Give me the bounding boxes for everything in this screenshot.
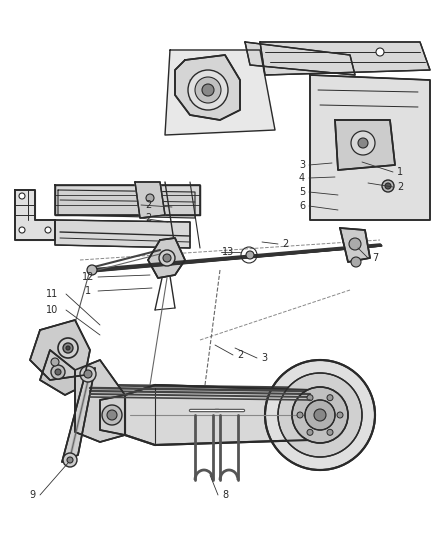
Polygon shape [148, 238, 185, 278]
Circle shape [51, 358, 59, 366]
Circle shape [376, 48, 384, 56]
Text: 5: 5 [299, 187, 305, 197]
Text: 8: 8 [222, 490, 228, 500]
Circle shape [307, 429, 313, 435]
Text: 12: 12 [82, 272, 94, 282]
Polygon shape [58, 190, 195, 218]
Circle shape [87, 265, 97, 275]
Text: 2: 2 [282, 239, 288, 249]
Text: 11: 11 [46, 289, 58, 299]
Text: 9: 9 [29, 490, 35, 500]
Circle shape [307, 394, 313, 401]
Text: 7: 7 [372, 253, 378, 263]
Circle shape [246, 251, 254, 259]
Text: 13: 13 [222, 247, 234, 257]
Polygon shape [135, 182, 165, 218]
Circle shape [80, 366, 96, 382]
Text: 2: 2 [237, 350, 243, 360]
Circle shape [195, 77, 221, 103]
Circle shape [351, 131, 375, 155]
Circle shape [146, 194, 154, 202]
Text: 6: 6 [299, 201, 305, 211]
Circle shape [202, 84, 214, 96]
Polygon shape [30, 320, 90, 380]
Circle shape [278, 373, 362, 457]
Circle shape [314, 409, 326, 421]
Circle shape [188, 70, 228, 110]
Circle shape [351, 257, 361, 267]
Polygon shape [165, 50, 275, 135]
Circle shape [385, 183, 391, 189]
Circle shape [102, 405, 122, 425]
Polygon shape [260, 42, 430, 75]
Circle shape [163, 254, 171, 262]
Circle shape [45, 227, 51, 233]
Circle shape [292, 387, 348, 443]
Polygon shape [245, 42, 355, 75]
Polygon shape [100, 395, 125, 435]
Circle shape [63, 343, 73, 353]
Text: 10: 10 [46, 305, 58, 315]
Circle shape [297, 412, 303, 418]
Circle shape [67, 457, 73, 463]
Circle shape [327, 394, 333, 401]
Polygon shape [175, 55, 240, 120]
Polygon shape [75, 360, 125, 442]
Polygon shape [55, 185, 200, 215]
Text: 1: 1 [397, 167, 403, 177]
Text: 3: 3 [299, 160, 305, 170]
Circle shape [63, 453, 77, 467]
Text: 2: 2 [145, 200, 151, 210]
Circle shape [19, 193, 25, 199]
Circle shape [382, 180, 394, 192]
Circle shape [337, 412, 343, 418]
Circle shape [19, 227, 25, 233]
Circle shape [349, 238, 361, 250]
Circle shape [66, 346, 70, 350]
Text: 1: 1 [85, 286, 91, 296]
Text: 3: 3 [261, 353, 267, 363]
Circle shape [58, 338, 78, 358]
Text: 2: 2 [397, 182, 403, 192]
Polygon shape [62, 368, 95, 462]
Circle shape [84, 370, 92, 378]
Circle shape [51, 365, 65, 379]
Polygon shape [335, 120, 395, 170]
Text: 2: 2 [145, 213, 151, 223]
Polygon shape [340, 228, 370, 262]
Circle shape [107, 410, 117, 420]
Circle shape [55, 369, 61, 375]
Circle shape [265, 360, 375, 470]
Circle shape [358, 138, 368, 148]
Circle shape [159, 250, 175, 266]
Polygon shape [125, 385, 320, 445]
Polygon shape [310, 75, 430, 220]
Polygon shape [15, 190, 55, 240]
Polygon shape [55, 220, 190, 248]
Circle shape [327, 429, 333, 435]
Circle shape [305, 400, 335, 430]
Text: 4: 4 [299, 173, 305, 183]
Polygon shape [40, 350, 75, 395]
